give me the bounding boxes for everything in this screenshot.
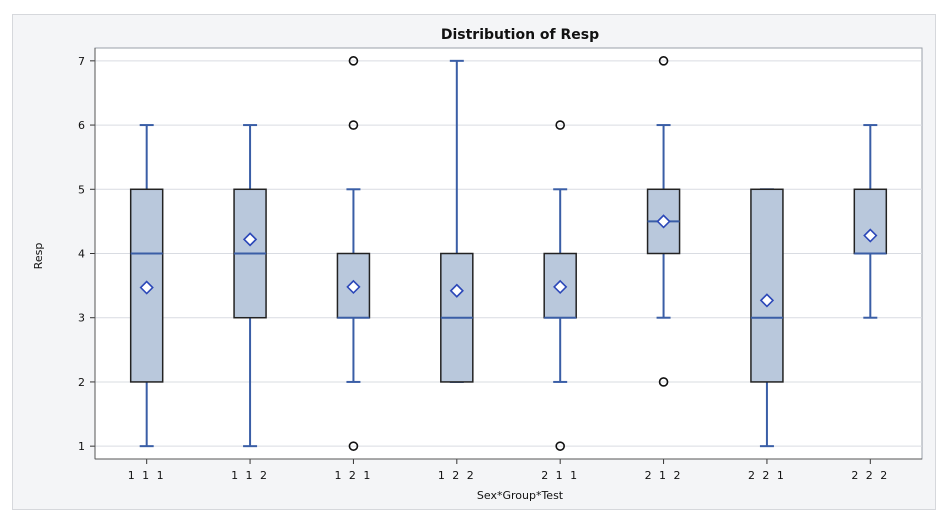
x-tick-label: 1 1 2 — [231, 469, 269, 482]
outlier-point — [348, 441, 359, 451]
axes: 1 2 3 4 5 6 7 1 1 1 1 1 2 1 2 1 1 2 2 2 1 1 2 1 2 2 2… — [78, 48, 922, 482]
x-tick-label: 2 1 1 — [541, 469, 579, 482]
box-group — [336, 56, 371, 451]
y-tick-label: 5 — [78, 183, 85, 196]
outlier-point — [348, 120, 359, 130]
box — [750, 188, 784, 383]
outlier-point — [555, 120, 565, 130]
mean-marker — [863, 228, 878, 243]
x-tick-label: 1 2 2 — [438, 469, 476, 482]
y-tick-label: 7 — [78, 55, 85, 68]
box-group — [233, 124, 267, 448]
mean-marker — [759, 293, 775, 308]
mean-marker — [346, 279, 361, 295]
y-axis-label: Resp — [32, 243, 45, 270]
boxes — [129, 56, 888, 451]
box-group — [440, 59, 474, 383]
y-tick-label: 2 — [78, 376, 85, 389]
chart-title: Distribution of Resp — [441, 27, 599, 43]
gridlines — [95, 60, 922, 447]
outlier-point — [658, 377, 669, 387]
outlier-point — [555, 441, 565, 451]
mean-marker — [553, 279, 568, 295]
box-group — [129, 124, 164, 448]
mean-marker — [656, 214, 671, 229]
y-tick-label: 4 — [78, 248, 85, 261]
box — [853, 188, 888, 255]
y-tick-label: 1 — [78, 440, 85, 453]
mean-marker — [449, 283, 464, 298]
y-tick-label: 3 — [78, 312, 85, 325]
x-tick-label: 1 2 1 — [334, 469, 372, 482]
y-tick-label: 6 — [78, 119, 85, 132]
x-tick-label: 1 1 1 — [128, 469, 166, 482]
mean-marker — [139, 280, 154, 295]
mean-marker — [242, 232, 258, 247]
box-group — [853, 124, 888, 319]
x-tick-label: 2 2 2 — [851, 469, 889, 482]
x-axis-label: Sex*Group*Test — [477, 489, 564, 502]
x-tick-label: 2 2 1 — [748, 469, 786, 482]
box-group — [646, 56, 681, 387]
outlier-point — [348, 56, 359, 66]
x-tick-label: 2 1 2 — [645, 469, 683, 482]
box-group — [750, 188, 784, 448]
box-group — [543, 120, 577, 451]
outlier-point — [658, 56, 669, 66]
